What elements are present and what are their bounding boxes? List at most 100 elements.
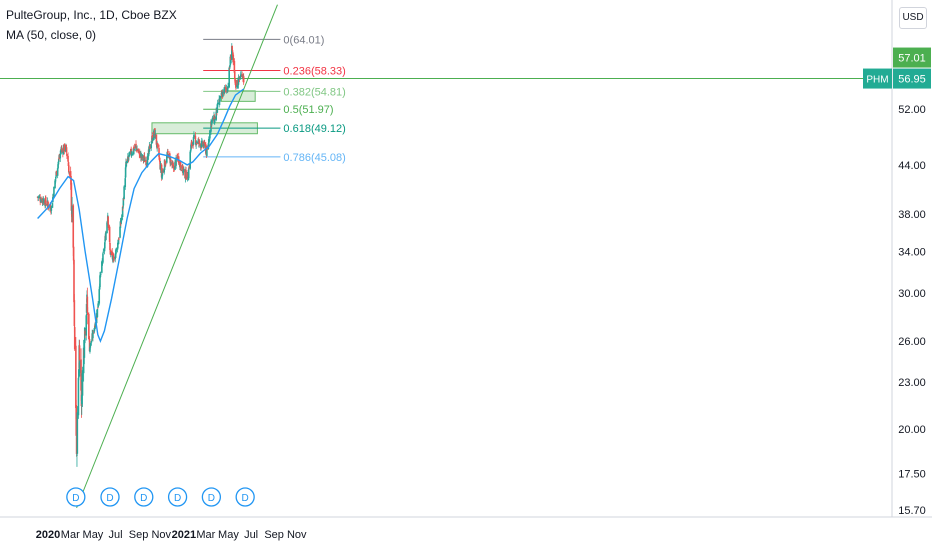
candle-body bbox=[145, 159, 147, 165]
candle-body bbox=[214, 117, 216, 120]
candle-body bbox=[131, 154, 133, 156]
candle-body bbox=[157, 143, 159, 148]
candle-body bbox=[44, 196, 47, 203]
candle-body bbox=[84, 330, 86, 335]
candle-body bbox=[193, 135, 196, 137]
candle-body bbox=[99, 275, 101, 288]
time-tick-label: Mar bbox=[61, 529, 80, 541]
candle-body bbox=[59, 153, 62, 159]
candle-body bbox=[89, 342, 92, 348]
candle-body bbox=[65, 147, 68, 153]
time-tick-label: 2021 bbox=[172, 529, 196, 541]
candle-body bbox=[192, 136, 195, 145]
candle-body bbox=[121, 206, 124, 217]
candle-body bbox=[83, 346, 86, 358]
dividend-marker-label: D bbox=[140, 493, 147, 504]
candle-body bbox=[200, 140, 203, 148]
dividend-marker-label: D bbox=[174, 493, 181, 504]
candle-body bbox=[128, 152, 131, 157]
candle-body bbox=[123, 186, 125, 199]
candle-body bbox=[120, 217, 123, 222]
candle-body bbox=[63, 144, 66, 152]
candle-body bbox=[222, 92, 224, 97]
candle-body bbox=[232, 54, 235, 63]
price-tick-label: 52.00 bbox=[898, 104, 926, 116]
candle-body bbox=[196, 142, 198, 144]
candle-body bbox=[117, 239, 120, 245]
currency-button[interactable]: USD bbox=[899, 7, 927, 29]
candle-body bbox=[133, 147, 136, 149]
candle-body bbox=[180, 169, 183, 172]
candle-body bbox=[144, 160, 146, 162]
candle-body bbox=[71, 206, 73, 215]
time-tick-label: Jul bbox=[109, 529, 123, 541]
candle-body bbox=[230, 45, 233, 60]
candle-body bbox=[237, 77, 240, 85]
candle-body bbox=[102, 251, 105, 253]
candle-body bbox=[125, 161, 128, 164]
candle-body bbox=[187, 168, 190, 179]
candle-body bbox=[53, 187, 55, 198]
candle-body bbox=[65, 144, 67, 147]
dividend-marker bbox=[134, 487, 154, 507]
time-tick-label: May bbox=[83, 529, 104, 541]
candle-body bbox=[88, 314, 90, 339]
price-tick-label: 17.50 bbox=[898, 469, 926, 481]
fib-level-label: 0.786(45.08) bbox=[283, 152, 345, 164]
candle-body bbox=[233, 61, 236, 73]
symbol-tag bbox=[863, 68, 892, 89]
candle-body bbox=[172, 165, 175, 169]
candle-body bbox=[82, 347, 85, 374]
candle-body bbox=[229, 57, 232, 60]
candle-body bbox=[207, 138, 210, 145]
candle-body bbox=[114, 258, 117, 260]
candle-body bbox=[105, 232, 107, 240]
candle-body bbox=[92, 331, 94, 339]
candle-body bbox=[55, 170, 58, 176]
fib-level-label: 0.5(51.97) bbox=[283, 104, 333, 116]
candle-body bbox=[124, 167, 127, 178]
price-tick-label: 26.00 bbox=[898, 336, 926, 348]
time-tick-label: 2020 bbox=[36, 529, 60, 541]
indicator-label[interactable]: MA (50, close, 0) bbox=[6, 28, 97, 42]
candle-body bbox=[233, 71, 236, 80]
dividend-marker bbox=[167, 487, 188, 507]
candle-body bbox=[73, 300, 76, 327]
candle-body bbox=[109, 242, 111, 251]
candle-body bbox=[161, 173, 164, 177]
candle-body bbox=[107, 216, 109, 225]
trendline bbox=[76, 4, 278, 509]
price-tick-label: 15.70 bbox=[898, 505, 926, 517]
candle-body bbox=[99, 273, 102, 275]
candle-body bbox=[155, 134, 158, 145]
candle-body bbox=[162, 171, 164, 173]
last-price-label: 56.95 bbox=[898, 74, 926, 86]
candle-body bbox=[219, 95, 222, 99]
candle-body bbox=[40, 199, 42, 202]
candle-body bbox=[133, 148, 135, 151]
candle-body bbox=[159, 164, 162, 170]
candle-body bbox=[194, 135, 197, 139]
candle-body bbox=[216, 102, 219, 105]
candle-body bbox=[106, 222, 108, 233]
candle-body bbox=[72, 246, 75, 261]
time-tick-label: Nov bbox=[287, 529, 307, 541]
candle-body bbox=[229, 65, 231, 68]
candle-body bbox=[240, 73, 242, 75]
fib-level-label: 0.382(54.81) bbox=[283, 86, 345, 98]
candle-body bbox=[136, 149, 138, 151]
fib-level-label: 0.618(49.12) bbox=[283, 123, 345, 135]
candle-body bbox=[141, 154, 144, 158]
candle-body bbox=[67, 165, 70, 173]
candle-body bbox=[69, 171, 72, 179]
candle-body bbox=[138, 151, 141, 158]
symbol-tag-label: PHM bbox=[866, 75, 888, 86]
candle-body bbox=[228, 67, 230, 88]
candle-body bbox=[110, 250, 112, 253]
candle-body bbox=[50, 206, 53, 211]
chart-title: PulteGroup, Inc., 1D, Cboe BZX bbox=[6, 8, 177, 22]
candle-body bbox=[239, 74, 242, 78]
candle-body bbox=[78, 369, 80, 378]
candle-body bbox=[60, 148, 63, 150]
